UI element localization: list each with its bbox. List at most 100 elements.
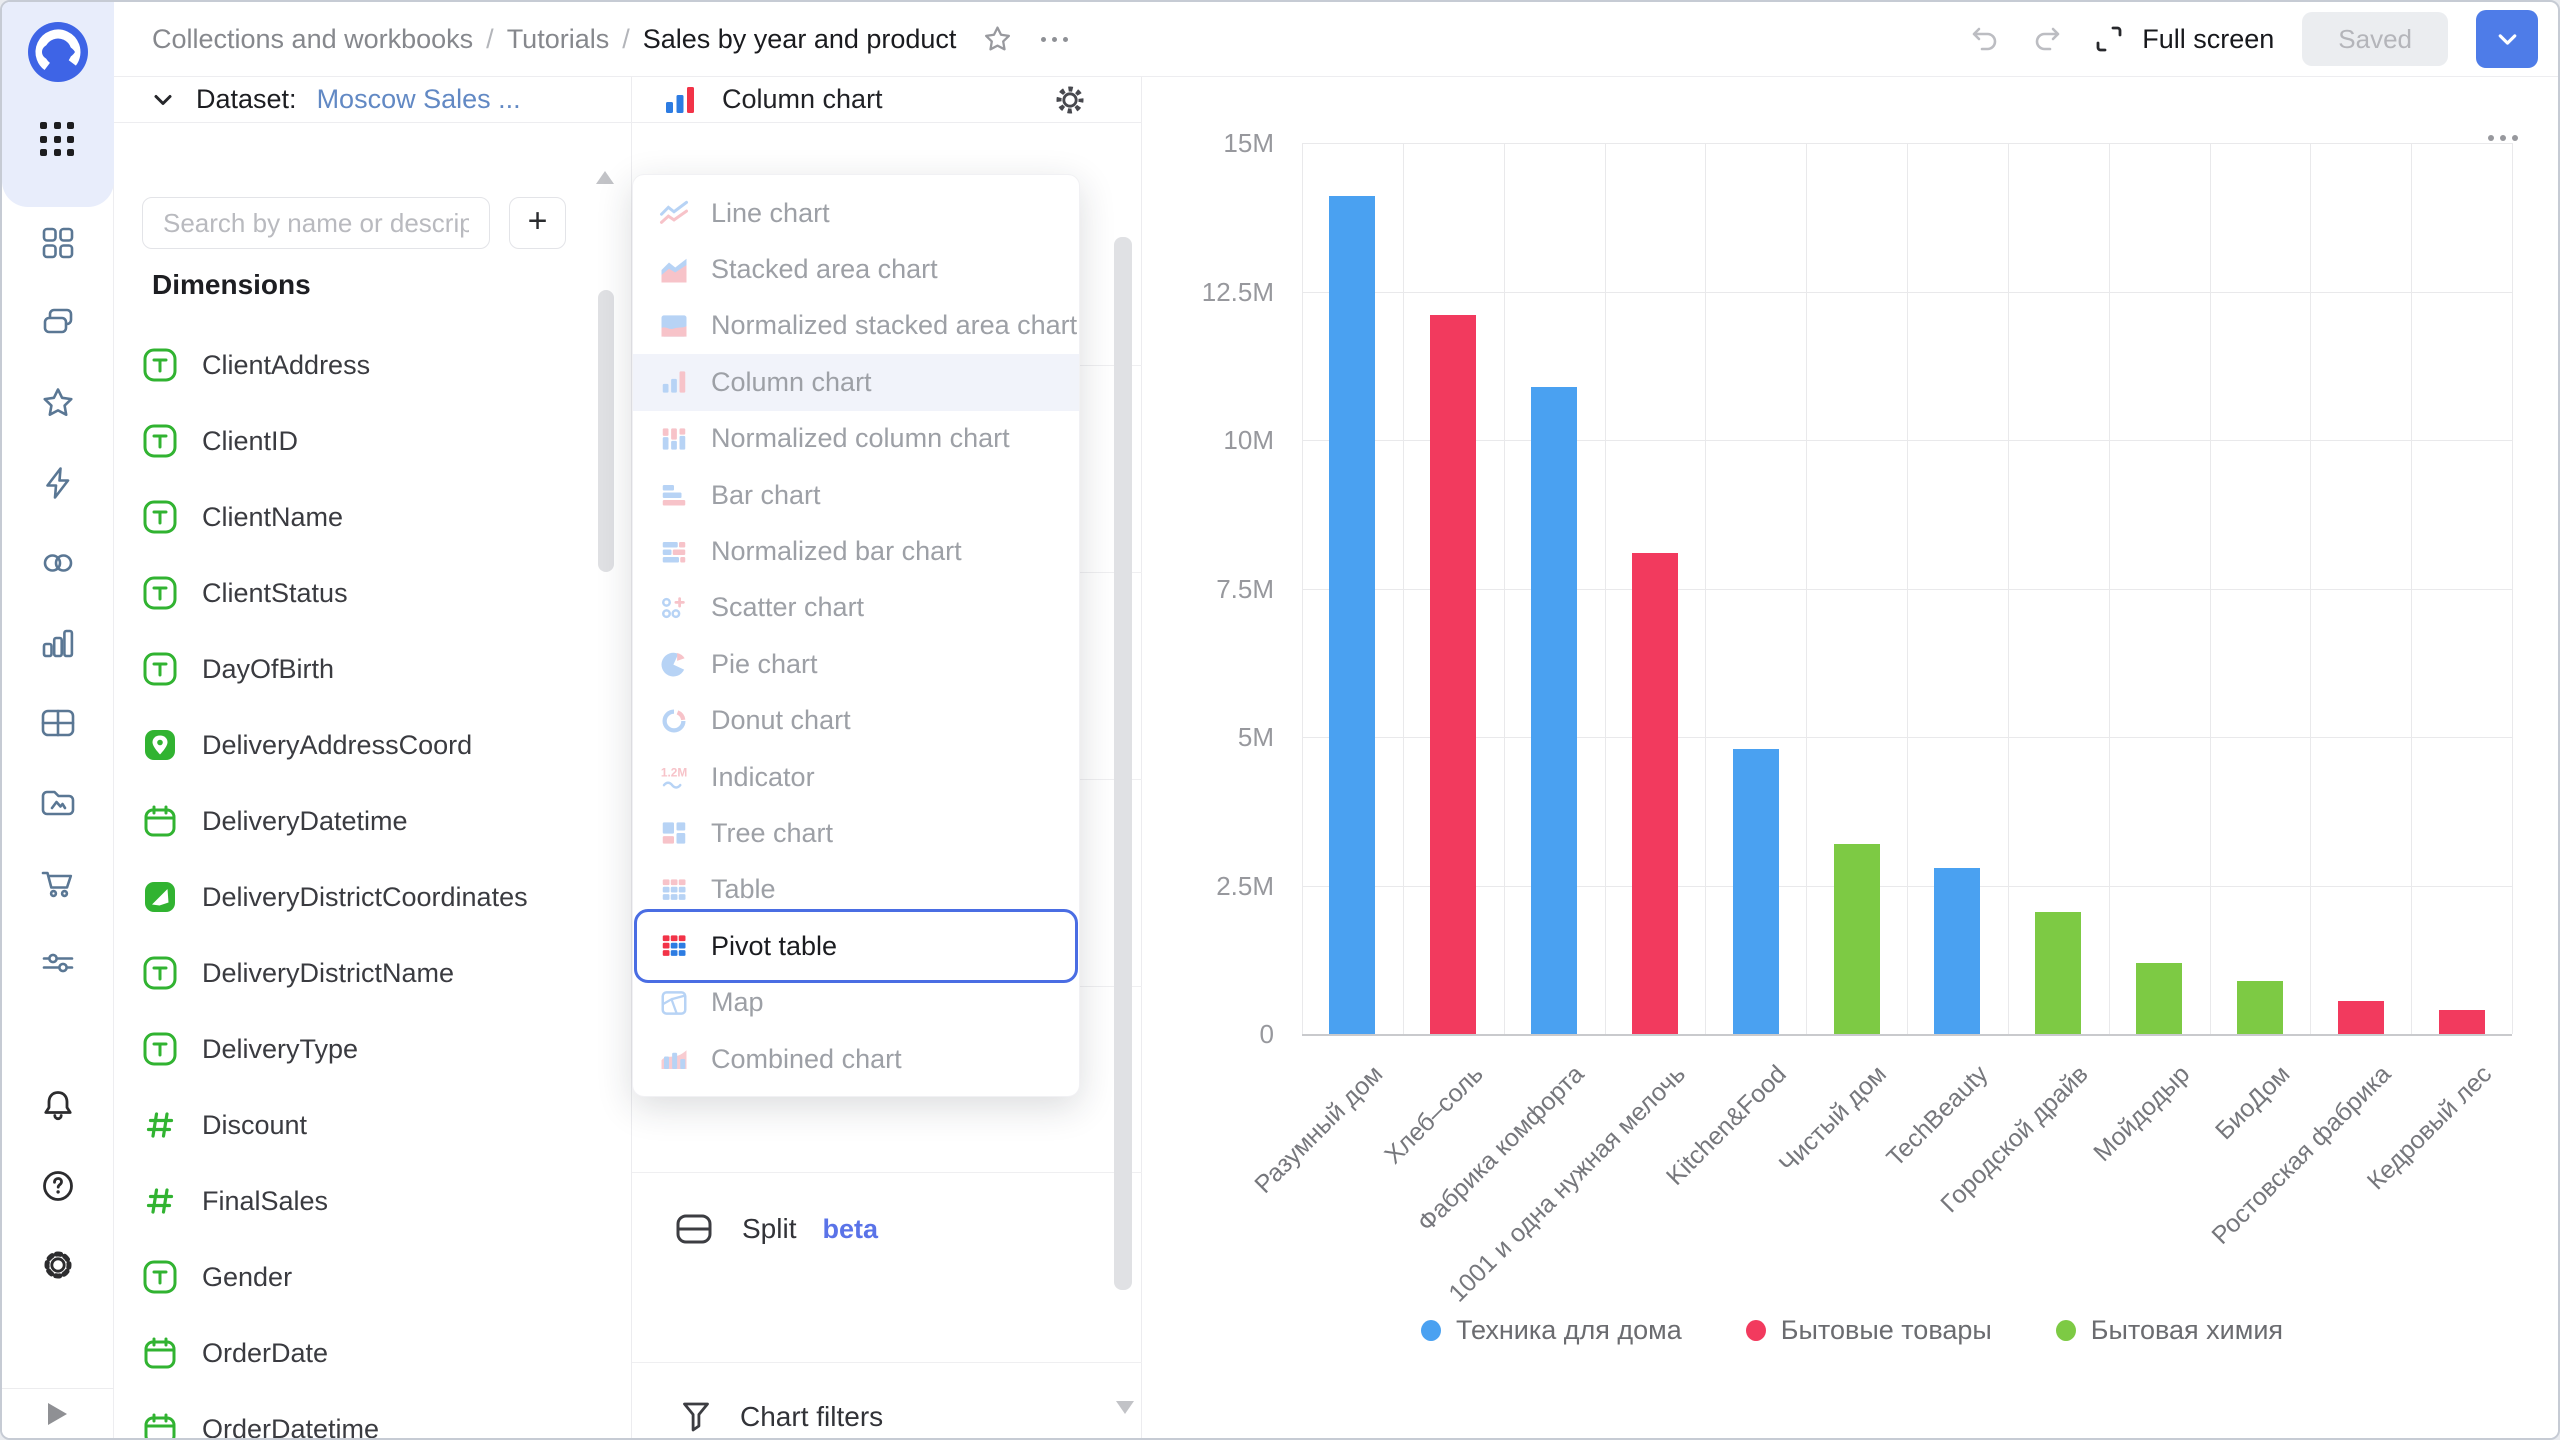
notifications-bell-icon[interactable]	[38, 1086, 78, 1126]
menu-item-column-chart[interactable]: Column chart	[633, 354, 1079, 411]
field-name: Discount	[202, 1109, 308, 1140]
all-services-grid-icon[interactable]	[40, 122, 76, 158]
gridline	[2209, 143, 2211, 1034]
field-row[interactable]: Discount	[114, 1087, 594, 1163]
field-name: ClientStatus	[202, 577, 348, 608]
menu-item-label: Scatter chart	[711, 592, 865, 623]
breadcrumb: Collections and workbooks / Tutorials / …	[152, 24, 956, 55]
undo-icon[interactable]	[1968, 22, 2002, 56]
menu-item-scatter-chart[interactable]: Scatter chart	[633, 580, 1079, 636]
field-row[interactable]: FinalSales	[114, 1163, 594, 1239]
field-row[interactable]: DeliveryAddressCoord	[114, 707, 594, 783]
settings-scrollbar[interactable]	[1114, 237, 1132, 1290]
field-name: DeliveryDistrictName	[202, 957, 455, 988]
redo-icon[interactable]	[2030, 22, 2064, 56]
menu-item-normalized-bar-chart[interactable]: Normalized bar chart	[633, 523, 1079, 579]
menu-item-line-chart[interactable]: Line chart	[633, 185, 1079, 241]
connections-icon[interactable]	[38, 543, 78, 583]
chart-filters-section[interactable]: Chart filters	[676, 1389, 883, 1438]
menu-item-stacked-area-chart[interactable]: Stacked area chart	[633, 241, 1079, 297]
field-row[interactable]: OrderDatetime	[114, 1391, 594, 1438]
add-field-button[interactable]: +	[509, 197, 566, 249]
string-field-icon	[142, 651, 178, 687]
menu-item-indicator[interactable]: 1.2M Indicator	[633, 749, 1079, 805]
charts-icon[interactable]	[38, 623, 78, 663]
chart-type-header[interactable]: Column chart	[632, 77, 1142, 123]
gridline	[2108, 143, 2110, 1034]
chart-more-menu-icon[interactable]	[2488, 135, 2518, 141]
breadcrumb-tutorials[interactable]: Tutorials	[506, 23, 610, 54]
scroll-up-arrow-icon[interactable]	[596, 171, 614, 184]
dimensions-scrollbar[interactable]	[598, 290, 614, 572]
field-row[interactable]: ClientStatus	[114, 555, 594, 631]
favorites-icon[interactable]	[38, 383, 78, 423]
datalens-logo-icon[interactable]	[26, 20, 90, 84]
legend-item[interactable]: Бытовая химия	[2055, 1315, 2283, 1346]
menu-item-donut-chart[interactable]: Donut chart	[633, 693, 1079, 749]
menu-item-combined-chart[interactable]: Combined chart	[633, 1031, 1079, 1087]
field-name: ClientID	[202, 425, 299, 456]
geopolygon-field-icon	[142, 879, 178, 915]
chart-settings-gear-icon[interactable]	[1050, 80, 1090, 120]
chart-type-menu: Line chart Stacked area chart Normalized s…	[632, 174, 1080, 1097]
field-row[interactable]: DeliveryDatetime	[114, 783, 594, 859]
gridline	[1503, 143, 1505, 1034]
dataset-name-link[interactable]: Moscow Sales ...	[316, 84, 521, 114]
string-field-icon	[142, 347, 178, 383]
dataset-header[interactable]: Dataset: Moscow Sales ...	[114, 77, 632, 123]
menu-item-label: Bar chart	[711, 479, 821, 510]
dimensions-title: Dimensions	[152, 269, 311, 300]
storage-icon[interactable]	[38, 783, 78, 823]
save-dropdown-button[interactable]	[2476, 10, 2538, 68]
menu-item-normalized-column-chart[interactable]: Normalized column chart	[633, 411, 1079, 467]
string-field-icon	[142, 575, 178, 611]
full-screen-button[interactable]: Full screen	[2092, 22, 2274, 56]
menu-item-tree-chart[interactable]: Tree chart	[633, 805, 1079, 861]
split-section[interactable]: Split beta	[672, 1201, 878, 1257]
search-input[interactable]	[142, 197, 490, 249]
field-row[interactable]: ClientName	[114, 479, 594, 555]
field-row[interactable]: ClientAddress	[114, 327, 594, 403]
field-row[interactable]: DeliveryDistrictCoordinates	[114, 859, 594, 935]
expand-rail-icon[interactable]	[48, 1403, 67, 1425]
bar-1001 и одна нужная мелочь	[1631, 552, 1678, 1034]
field-row[interactable]: DeliveryDistrictName	[114, 935, 594, 1011]
legend-label: Бытовые товары	[1780, 1315, 1992, 1345]
more-actions-icon[interactable]	[1041, 36, 1069, 42]
funnel-icon	[683, 1402, 709, 1432]
tables-icon[interactable]	[38, 703, 78, 743]
help-icon[interactable]	[38, 1166, 78, 1206]
breadcrumb-collections[interactable]: Collections and workbooks	[152, 23, 474, 54]
field-row[interactable]: DeliveryType	[114, 1011, 594, 1087]
top-bar: Collections and workbooks / Tutorials / …	[114, 2, 2558, 77]
menu-item-map[interactable]: Map	[633, 974, 1079, 1030]
menu-item-pivot-table[interactable]: Pivot table	[633, 918, 1079, 974]
menu-item-bar-chart[interactable]: Bar chart	[633, 467, 1079, 523]
field-row[interactable]: OrderDate	[114, 1315, 594, 1391]
bar-Разумный дом	[1329, 196, 1376, 1034]
gridline	[2411, 143, 2413, 1034]
field-name: DeliveryDatetime	[202, 805, 408, 836]
collections-icon[interactable]	[38, 303, 78, 343]
date-field-icon	[142, 1335, 178, 1371]
menu-item-pie-chart[interactable]: Pie chart	[633, 636, 1079, 692]
field-row[interactable]: ClientID	[114, 403, 594, 479]
line-chart-icon	[659, 198, 689, 228]
string-field-icon	[142, 955, 178, 991]
x-axis-category-label: Разумный дом	[1249, 1060, 1389, 1199]
scroll-down-arrow-icon[interactable]	[1116, 1401, 1134, 1414]
settings-gear-icon[interactable]	[38, 1245, 78, 1285]
editor-icon[interactable]	[38, 463, 78, 503]
flows-icon[interactable]	[38, 943, 78, 983]
marketplace-icon[interactable]	[38, 863, 78, 903]
legend-item[interactable]: Бытовые товары	[1745, 1315, 1992, 1346]
dashboards-icon[interactable]	[38, 223, 78, 263]
field-row[interactable]: DayOfBirth	[114, 631, 594, 707]
string-field-icon	[142, 1031, 178, 1067]
legend-item[interactable]: Техника для дома	[1420, 1315, 1682, 1346]
saved-button[interactable]: Saved	[2302, 12, 2448, 66]
menu-item-normalized-stacked-area-chart[interactable]: Normalized stacked area chart	[633, 298, 1079, 354]
field-row[interactable]: Gender	[114, 1239, 594, 1315]
menu-item-table[interactable]: Table	[633, 862, 1079, 918]
favorite-star-icon[interactable]	[982, 24, 1013, 55]
